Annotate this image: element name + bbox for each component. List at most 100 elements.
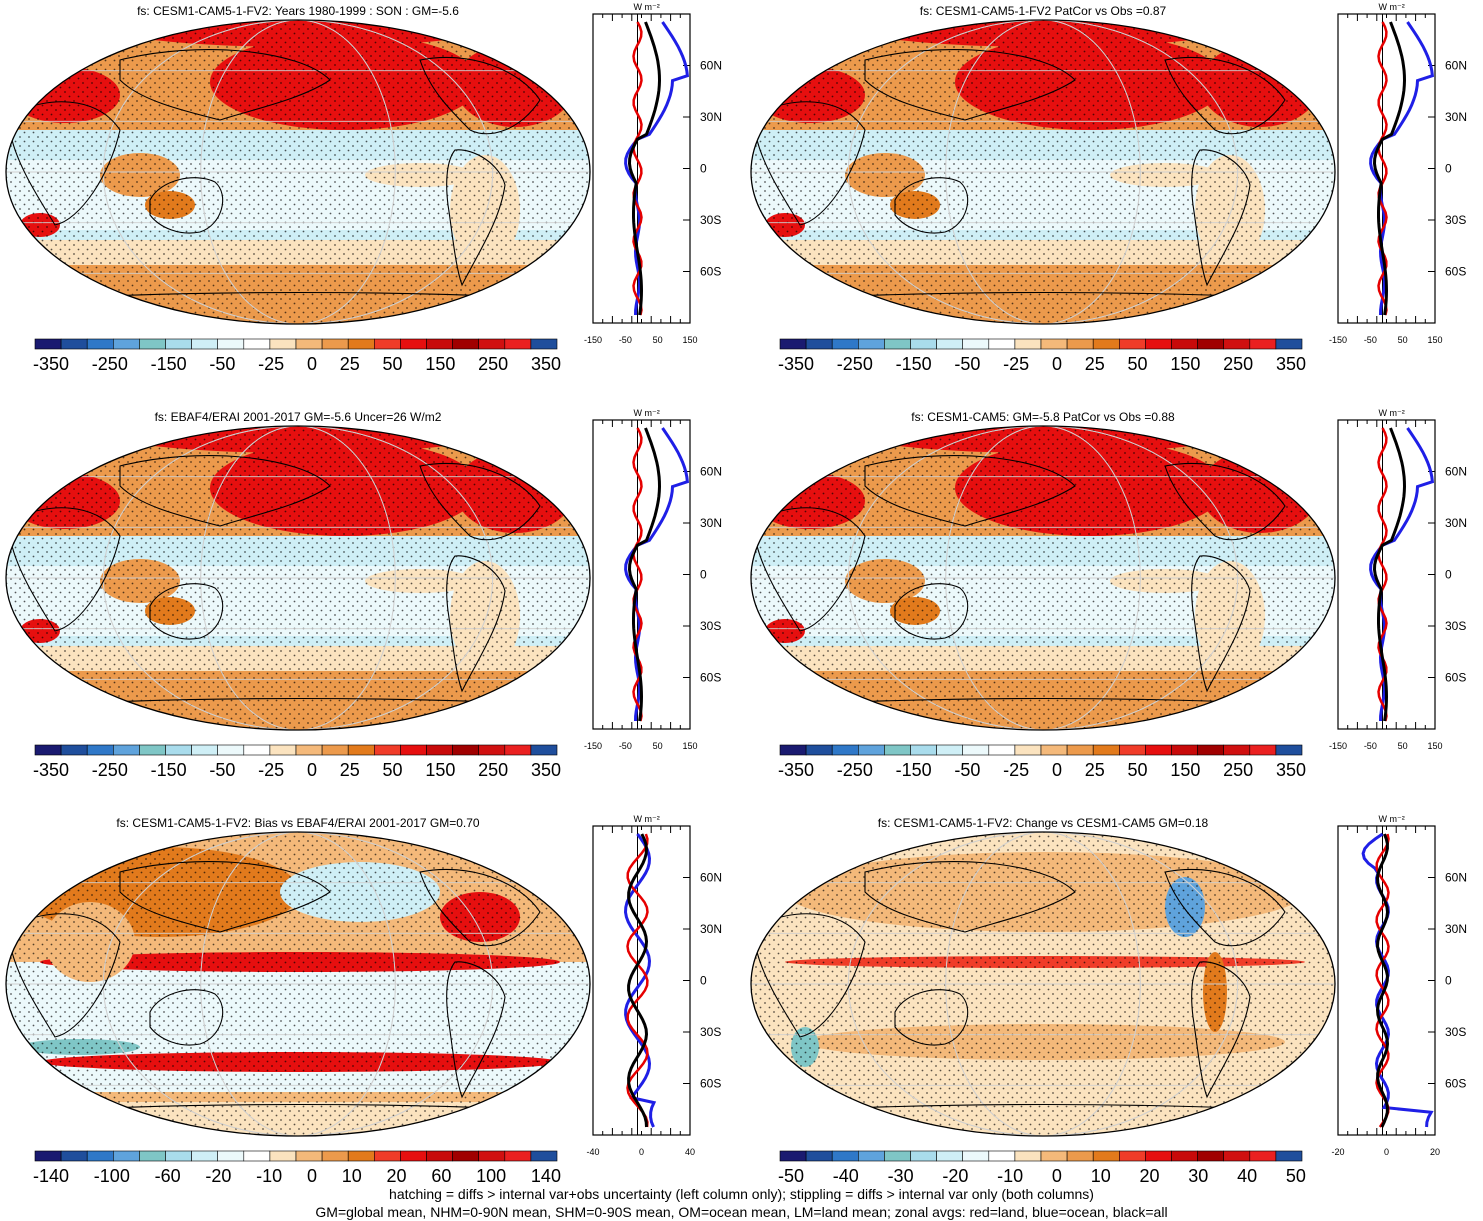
colorbar-tick-label: 10 xyxy=(341,1166,362,1186)
zonal-unit-label: W m⁻² xyxy=(634,2,660,12)
map-panel: fs: EBAF4/ERAI 2001-2017 GM=-5.6 Uncer=2… xyxy=(0,406,738,806)
colorbar-tick-label: 20 xyxy=(386,1166,407,1186)
map-figure: W m⁻² 60N 30N 0 30S 60S -150 -50 50 150 xyxy=(5,408,722,756)
latitude-tick-label: 30N xyxy=(1445,922,1467,936)
colorbar-labels: -350 -250 -150 -50 -25 0 25 50 150 250 350 xyxy=(33,354,561,375)
colorbar-tick-label: -25 xyxy=(1003,760,1030,780)
colorbar-tick-label: -100 xyxy=(93,1166,130,1186)
latitude-tick-label: 30S xyxy=(1445,1025,1466,1039)
zonal-land-line xyxy=(632,21,643,316)
colorbar-tick-label: 0 xyxy=(1051,760,1062,780)
colorbar-tick-label: 150 xyxy=(1170,760,1201,780)
colorbar-tick-label: -10 xyxy=(997,1166,1024,1186)
latitude-tick-label: 60S xyxy=(700,671,721,685)
zonal-x-tick-label: -50 xyxy=(1364,335,1377,345)
latitude-tick-label: 60N xyxy=(700,871,722,885)
latitude-tick-label: 30N xyxy=(1445,110,1467,124)
zonal-unit-label: W m⁻² xyxy=(634,408,660,418)
colorbar-tick-label: -250 xyxy=(91,354,128,374)
panel-title: fs: CESM1-CAM5-1-FV2: Bias vs EBAF4/ERAI… xyxy=(116,816,480,830)
zonal-all-line xyxy=(1372,427,1407,722)
latitude-tick-label: 30N xyxy=(700,110,722,124)
colorbar-tick-label: 25 xyxy=(339,760,360,780)
zonal-land-line xyxy=(632,427,643,722)
zonal-ocean-line xyxy=(1369,21,1435,316)
colorbar-tick-label: 50 xyxy=(382,760,403,780)
colorbar-tick-label: -250 xyxy=(836,354,873,374)
latitude-tick-label: 30S xyxy=(1445,619,1466,633)
zonal-land-line xyxy=(1377,427,1388,722)
colorbar xyxy=(779,338,1303,350)
colorbar-tick-label: -50 xyxy=(954,760,981,780)
zonal-ocean-line xyxy=(624,21,690,316)
latitude-tick-label: 60S xyxy=(700,1077,721,1091)
colorbar-tick-label: -350 xyxy=(33,354,70,374)
panel-title: fs: CESM1-CAM5-1-FV2: Years 1980-1999 : … xyxy=(137,4,459,18)
zonal-unit-label: W m⁻² xyxy=(1379,2,1405,12)
colorbar-tick-label: -20 xyxy=(205,1166,232,1186)
colorbar-tick-label: 350 xyxy=(530,354,561,374)
colorbar-tick-label: -250 xyxy=(836,760,873,780)
zonal-x-tick-label: -150 xyxy=(1329,741,1347,751)
map-figure: W m⁻² 60N 30N 0 30S 60S -150 -50 50 150 xyxy=(750,2,1467,350)
colorbar-tick-label: 25 xyxy=(1084,354,1105,374)
zonal-unit-label: W m⁻² xyxy=(1379,408,1405,418)
colorbar-labels: -50 -40 -30 -20 -10 0 10 20 30 40 50 xyxy=(778,1166,1306,1187)
colorbar-labels: -350 -250 -150 -50 -25 0 25 50 150 250 350 xyxy=(33,760,561,781)
map-panel: fs: CESM1-CAM5-1-FV2: Change vs CESM1-CA… xyxy=(745,812,1483,1212)
colorbar-tick-label: -30 xyxy=(887,1166,914,1186)
latitude-tick-label: 60S xyxy=(700,265,721,279)
colorbar-tick-label: -50 xyxy=(954,354,981,374)
colorbar-tick-label: 60 xyxy=(431,1166,452,1186)
zonal-x-tick-label: 50 xyxy=(653,741,663,751)
panel-title: fs: CESM1-CAM5-1-FV2: Change vs CESM1-CA… xyxy=(877,816,1209,830)
latitude-tick-label: 60S xyxy=(1445,671,1466,685)
latitude-tick-label: 30S xyxy=(700,1025,721,1039)
colorbar-tick-label: -350 xyxy=(778,354,815,374)
latitude-tick-label: 60N xyxy=(700,59,722,73)
colorbar-tick-label: -60 xyxy=(154,1166,181,1186)
colorbar-tick-label: 250 xyxy=(478,760,509,780)
latitude-tick-label: 0 xyxy=(1445,568,1452,582)
latitude-tick-label: 60N xyxy=(700,465,722,479)
colorbar xyxy=(34,1150,558,1162)
zonal-all-line xyxy=(1372,21,1407,316)
colorbar-tick-label: 30 xyxy=(1188,1166,1209,1186)
colorbar-tick-label: 250 xyxy=(1223,760,1254,780)
colorbar-tick-label: 0 xyxy=(1051,354,1062,374)
map-panel: fs: CESM1-CAM5-1-FV2: Years 1980-1999 : … xyxy=(0,0,738,400)
colorbar-tick-label: -150 xyxy=(150,354,187,374)
panel-title: fs: CESM1-CAM5: GM=-5.8 PatCor vs Obs =0… xyxy=(911,410,1175,424)
latitude-tick-label: 0 xyxy=(1445,974,1452,988)
zonal-x-tick-label: 50 xyxy=(653,335,663,345)
map-panel: fs: CESM1-CAM5: GM=-5.8 PatCor vs Obs =0… xyxy=(745,406,1483,806)
colorbar-tick-label: 25 xyxy=(1084,760,1105,780)
zonal-x-tick-label: -50 xyxy=(619,335,632,345)
zonal-land-line xyxy=(626,833,649,1128)
footer-note-1: hatching = diffs > internal var+obs unce… xyxy=(389,1186,1094,1202)
map-figure: W m⁻² 60N 30N 0 30S 60S -20 0 20 xyxy=(750,814,1467,1162)
zonal-x-tick-label: -150 xyxy=(584,335,602,345)
zonal-x-tick-label: 40 xyxy=(685,1147,695,1157)
colorbar-labels: -140 -100 -60 -20 -10 0 10 20 60 100 140 xyxy=(33,1166,561,1187)
colorbar-tick-label: 0 xyxy=(1051,1166,1062,1186)
zonal-x-tick-label: 0 xyxy=(639,1147,644,1157)
map-figure: W m⁻² 60N 30N 0 30S 60S -40 0 40 xyxy=(5,814,722,1162)
colorbar-tick-label: 350 xyxy=(1275,354,1306,374)
latitude-tick-label: 30N xyxy=(700,516,722,530)
latitude-tick-label: 30S xyxy=(700,619,721,633)
zonal-land-line xyxy=(1377,21,1388,316)
zonal-x-tick-label: -40 xyxy=(586,1147,599,1157)
zonal-mean-plot: W m⁻² 60N 30N 0 30S 60S -150 -50 50 150 xyxy=(1329,2,1467,345)
colorbar-tick-label: 0 xyxy=(306,760,317,780)
zonal-ocean-line xyxy=(1369,427,1435,722)
zonal-x-tick-label: 0 xyxy=(1384,1147,1389,1157)
colorbar-tick-label: 350 xyxy=(530,760,561,780)
latitude-tick-label: 60N xyxy=(1445,59,1467,73)
zonal-x-tick-label: -20 xyxy=(1331,1147,1344,1157)
zonal-x-tick-label: -150 xyxy=(584,741,602,751)
zonal-x-tick-label: 20 xyxy=(1430,1147,1440,1157)
colorbar-tick-label: 150 xyxy=(1170,354,1201,374)
zonal-mean-plot: W m⁻² 60N 30N 0 30S 60S -40 0 40 xyxy=(586,814,722,1157)
colorbar-tick-label: 350 xyxy=(1275,760,1306,780)
